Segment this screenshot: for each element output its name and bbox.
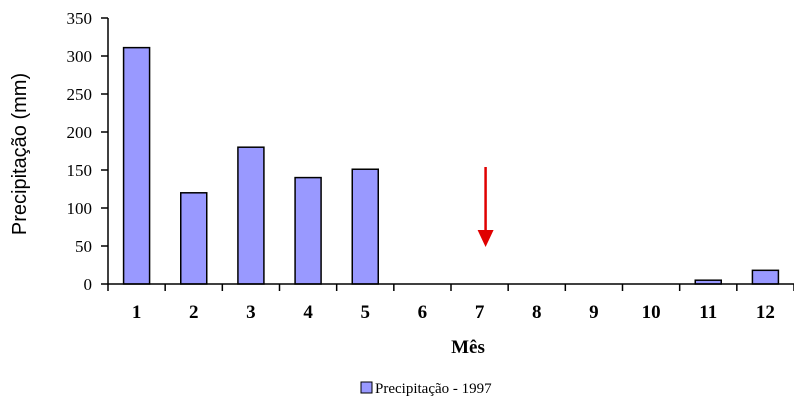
x-tick-label: 11 (699, 302, 717, 323)
y-tick-label: 50 (75, 237, 92, 256)
bar (351, 168, 379, 285)
arrow-head (477, 230, 494, 247)
bar (294, 176, 322, 285)
red-arrow-annotation (477, 167, 494, 247)
y-tick-label: 100 (67, 199, 93, 218)
bars (122, 46, 780, 285)
x-tick-label: 3 (246, 302, 256, 323)
x-tick-label: 8 (532, 302, 542, 323)
y-axis-ticks: 0 50 100 150 200 250 300 350 (67, 9, 108, 294)
bar (751, 269, 780, 285)
x-tick-label: 1 (132, 302, 142, 323)
x-axis-ticks: 1 2 3 4 5 6 7 8 9 10 11 12 (107, 284, 794, 323)
y-axis-label: Precipitação (mm) (9, 73, 31, 235)
axes (107, 18, 794, 285)
legend-swatch (360, 381, 373, 394)
x-axis-label: Mês (451, 337, 485, 358)
bar (180, 192, 208, 285)
x-tick-label: 6 (418, 302, 428, 323)
x-tick-label: 12 (756, 302, 775, 323)
x-tick-label: 4 (303, 302, 313, 323)
y-tick-label: 300 (67, 47, 93, 66)
x-tick-label: 9 (589, 302, 599, 323)
y-tick-label: 150 (67, 161, 93, 180)
bar (237, 146, 265, 285)
y-tick-label: 350 (67, 9, 93, 28)
y-tick-label: 0 (84, 275, 93, 294)
y-tick-label: 250 (67, 85, 93, 104)
x-tick-label: 5 (361, 302, 371, 323)
legend: Precipitação - 1997 (360, 381, 492, 397)
x-tick-label: 2 (189, 302, 199, 323)
x-tick-label: 10 (642, 302, 661, 323)
legend-label: Precipitação - 1997 (375, 381, 492, 397)
bar (122, 46, 151, 285)
x-tick-label: 7 (475, 302, 485, 323)
y-tick-label: 200 (67, 123, 93, 142)
